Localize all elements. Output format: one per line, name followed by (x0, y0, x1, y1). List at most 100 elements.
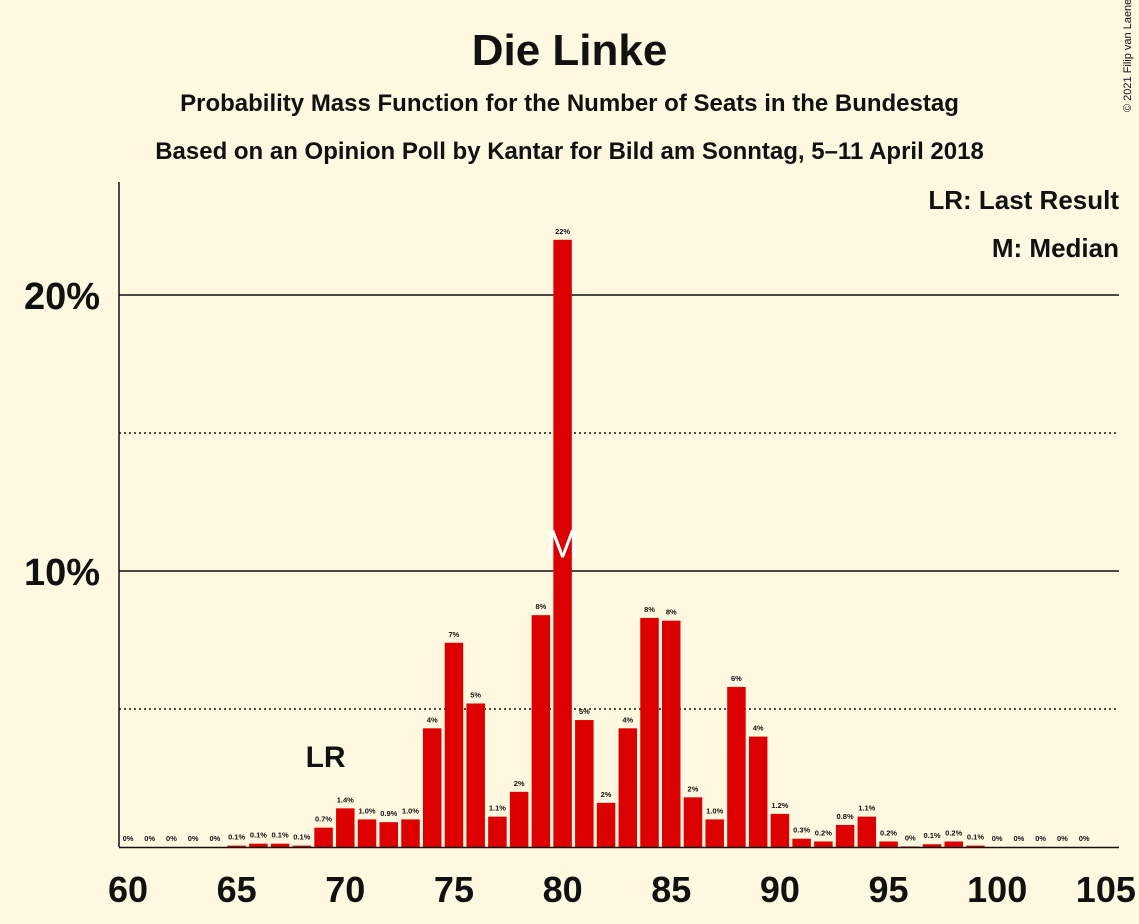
bar-seat-93 (835, 824, 855, 847)
x-tick-label: 75 (434, 869, 474, 910)
bar-seat-89 (748, 736, 768, 847)
bar-seat-80 (553, 239, 572, 848)
x-tick-label: 80 (543, 869, 583, 910)
bar-seat-71 (357, 819, 377, 847)
bar-value-label: 0.1% (250, 831, 267, 840)
bar-value-label: 4% (427, 715, 438, 724)
bar-value-label: 2% (601, 790, 612, 799)
bar-value-label: 8% (644, 605, 655, 614)
bar-value-label: 2% (514, 779, 525, 788)
bar-value-label: 0.3% (793, 826, 810, 835)
bar-seat-79 (531, 615, 551, 847)
x-tick-label: 65 (217, 869, 257, 910)
legend-last-result: LR: Last Result (928, 185, 1119, 215)
bar-seat-99 (966, 845, 985, 847)
bar-seat-84 (640, 617, 659, 847)
bar-seat-88 (727, 686, 746, 847)
bar-value-label: 2% (688, 784, 699, 793)
legend-median: M: Median (991, 233, 1119, 263)
bar-value-label: 1.0% (706, 806, 723, 815)
bar-value-label: 0% (1057, 834, 1068, 843)
bar-value-label: 1.1% (489, 804, 506, 813)
chart-source-subtitle: Based on an Opinion Poll by Kantar for B… (155, 138, 984, 165)
median-marker: M (546, 522, 579, 566)
bar-seat-70 (336, 808, 355, 847)
x-tick-label: 100 (967, 869, 1027, 910)
chart-title: Die Linke (471, 26, 668, 75)
bar-value-label: 0.7% (315, 815, 332, 824)
bar-seat-67 (270, 843, 290, 847)
bar-value-label: 0% (123, 834, 134, 843)
bar-value-label: 0% (992, 834, 1003, 843)
bar-seat-98 (944, 841, 963, 847)
bar-value-label: 22% (555, 227, 570, 236)
bar-seat-83 (618, 728, 638, 847)
bar-value-label: 0% (1014, 834, 1025, 843)
bar-value-label: 1.4% (337, 795, 354, 804)
bar-value-label: 1.1% (858, 804, 875, 813)
bar-value-label: 8% (666, 608, 677, 617)
bar-value-label: 0.9% (380, 809, 397, 818)
bar-value-label: 0% (1079, 834, 1090, 843)
bar-value-label: 0% (209, 834, 220, 843)
bar-value-label: 0% (1035, 834, 1046, 843)
chart-subtitle: Probability Mass Function for the Number… (180, 90, 959, 117)
bar-value-label: 4% (753, 724, 764, 733)
bar-seat-77 (488, 816, 507, 847)
y-tick-label: 10% (24, 552, 100, 594)
bar-value-label: 5% (470, 690, 481, 699)
bar-value-label: 5% (579, 707, 590, 716)
bar-value-label: 0.1% (967, 833, 984, 842)
bar-value-label: 0.8% (837, 812, 854, 821)
bar-value-label: 1.0% (358, 806, 375, 815)
bar-value-label: 0.1% (228, 833, 245, 842)
bar-value-label: 4% (622, 715, 633, 724)
bar-seat-91 (792, 838, 811, 847)
y-tick-label: 20% (24, 276, 100, 318)
bar-seat-75 (444, 642, 464, 847)
x-tick-label: 70 (325, 869, 365, 910)
bar-value-label: 8% (535, 602, 546, 611)
bar-value-label: 0.2% (815, 828, 832, 837)
bar-value-label: 0.1% (293, 833, 310, 842)
bar-seat-97 (922, 844, 942, 847)
bar-seat-74 (422, 728, 442, 847)
bar-value-label: 6% (731, 674, 742, 683)
bar-seat-95 (879, 841, 898, 847)
bar-value-label: 0% (166, 834, 177, 843)
bar-value-label: 0.1% (272, 831, 289, 840)
bar-seat-78 (509, 791, 529, 847)
bar-seat-87 (705, 819, 724, 847)
bar-seat-68 (292, 845, 312, 847)
bar-value-label: 0% (905, 833, 916, 842)
bar-seat-96 (901, 846, 920, 847)
bar-seat-94 (857, 816, 877, 847)
bar-seat-92 (814, 841, 833, 847)
x-tick-label: 95 (869, 869, 909, 910)
bar-value-label: 0% (188, 834, 199, 843)
bar-seat-66 (249, 843, 268, 847)
bar-value-label: 1.0% (402, 806, 419, 815)
bar-seat-76 (466, 703, 485, 847)
bar-seat-86 (683, 797, 703, 847)
bar-seat-73 (401, 819, 420, 847)
bar-seat-65 (227, 845, 246, 847)
x-tick-label: 105 (1076, 869, 1136, 910)
bar-seat-90 (770, 813, 790, 847)
x-tick-label: 90 (760, 869, 800, 910)
bar-value-label: 1.2% (771, 801, 788, 810)
bar-value-label: 0% (144, 834, 155, 843)
last-result-marker: LR (306, 741, 346, 774)
x-tick-label: 85 (651, 869, 691, 910)
x-tick-label: 60 (108, 869, 148, 910)
bar-seat-72 (379, 822, 399, 847)
bar-value-label: 0.2% (945, 828, 962, 837)
bar-seat-82 (596, 802, 616, 847)
bar-seat-81 (575, 720, 594, 847)
bar-seat-85 (662, 620, 681, 847)
bar-value-label: 7% (449, 630, 460, 639)
bar-seat-69 (314, 827, 333, 847)
bar-value-label: 0.2% (880, 828, 897, 837)
bar-value-label: 0.1% (923, 831, 940, 840)
